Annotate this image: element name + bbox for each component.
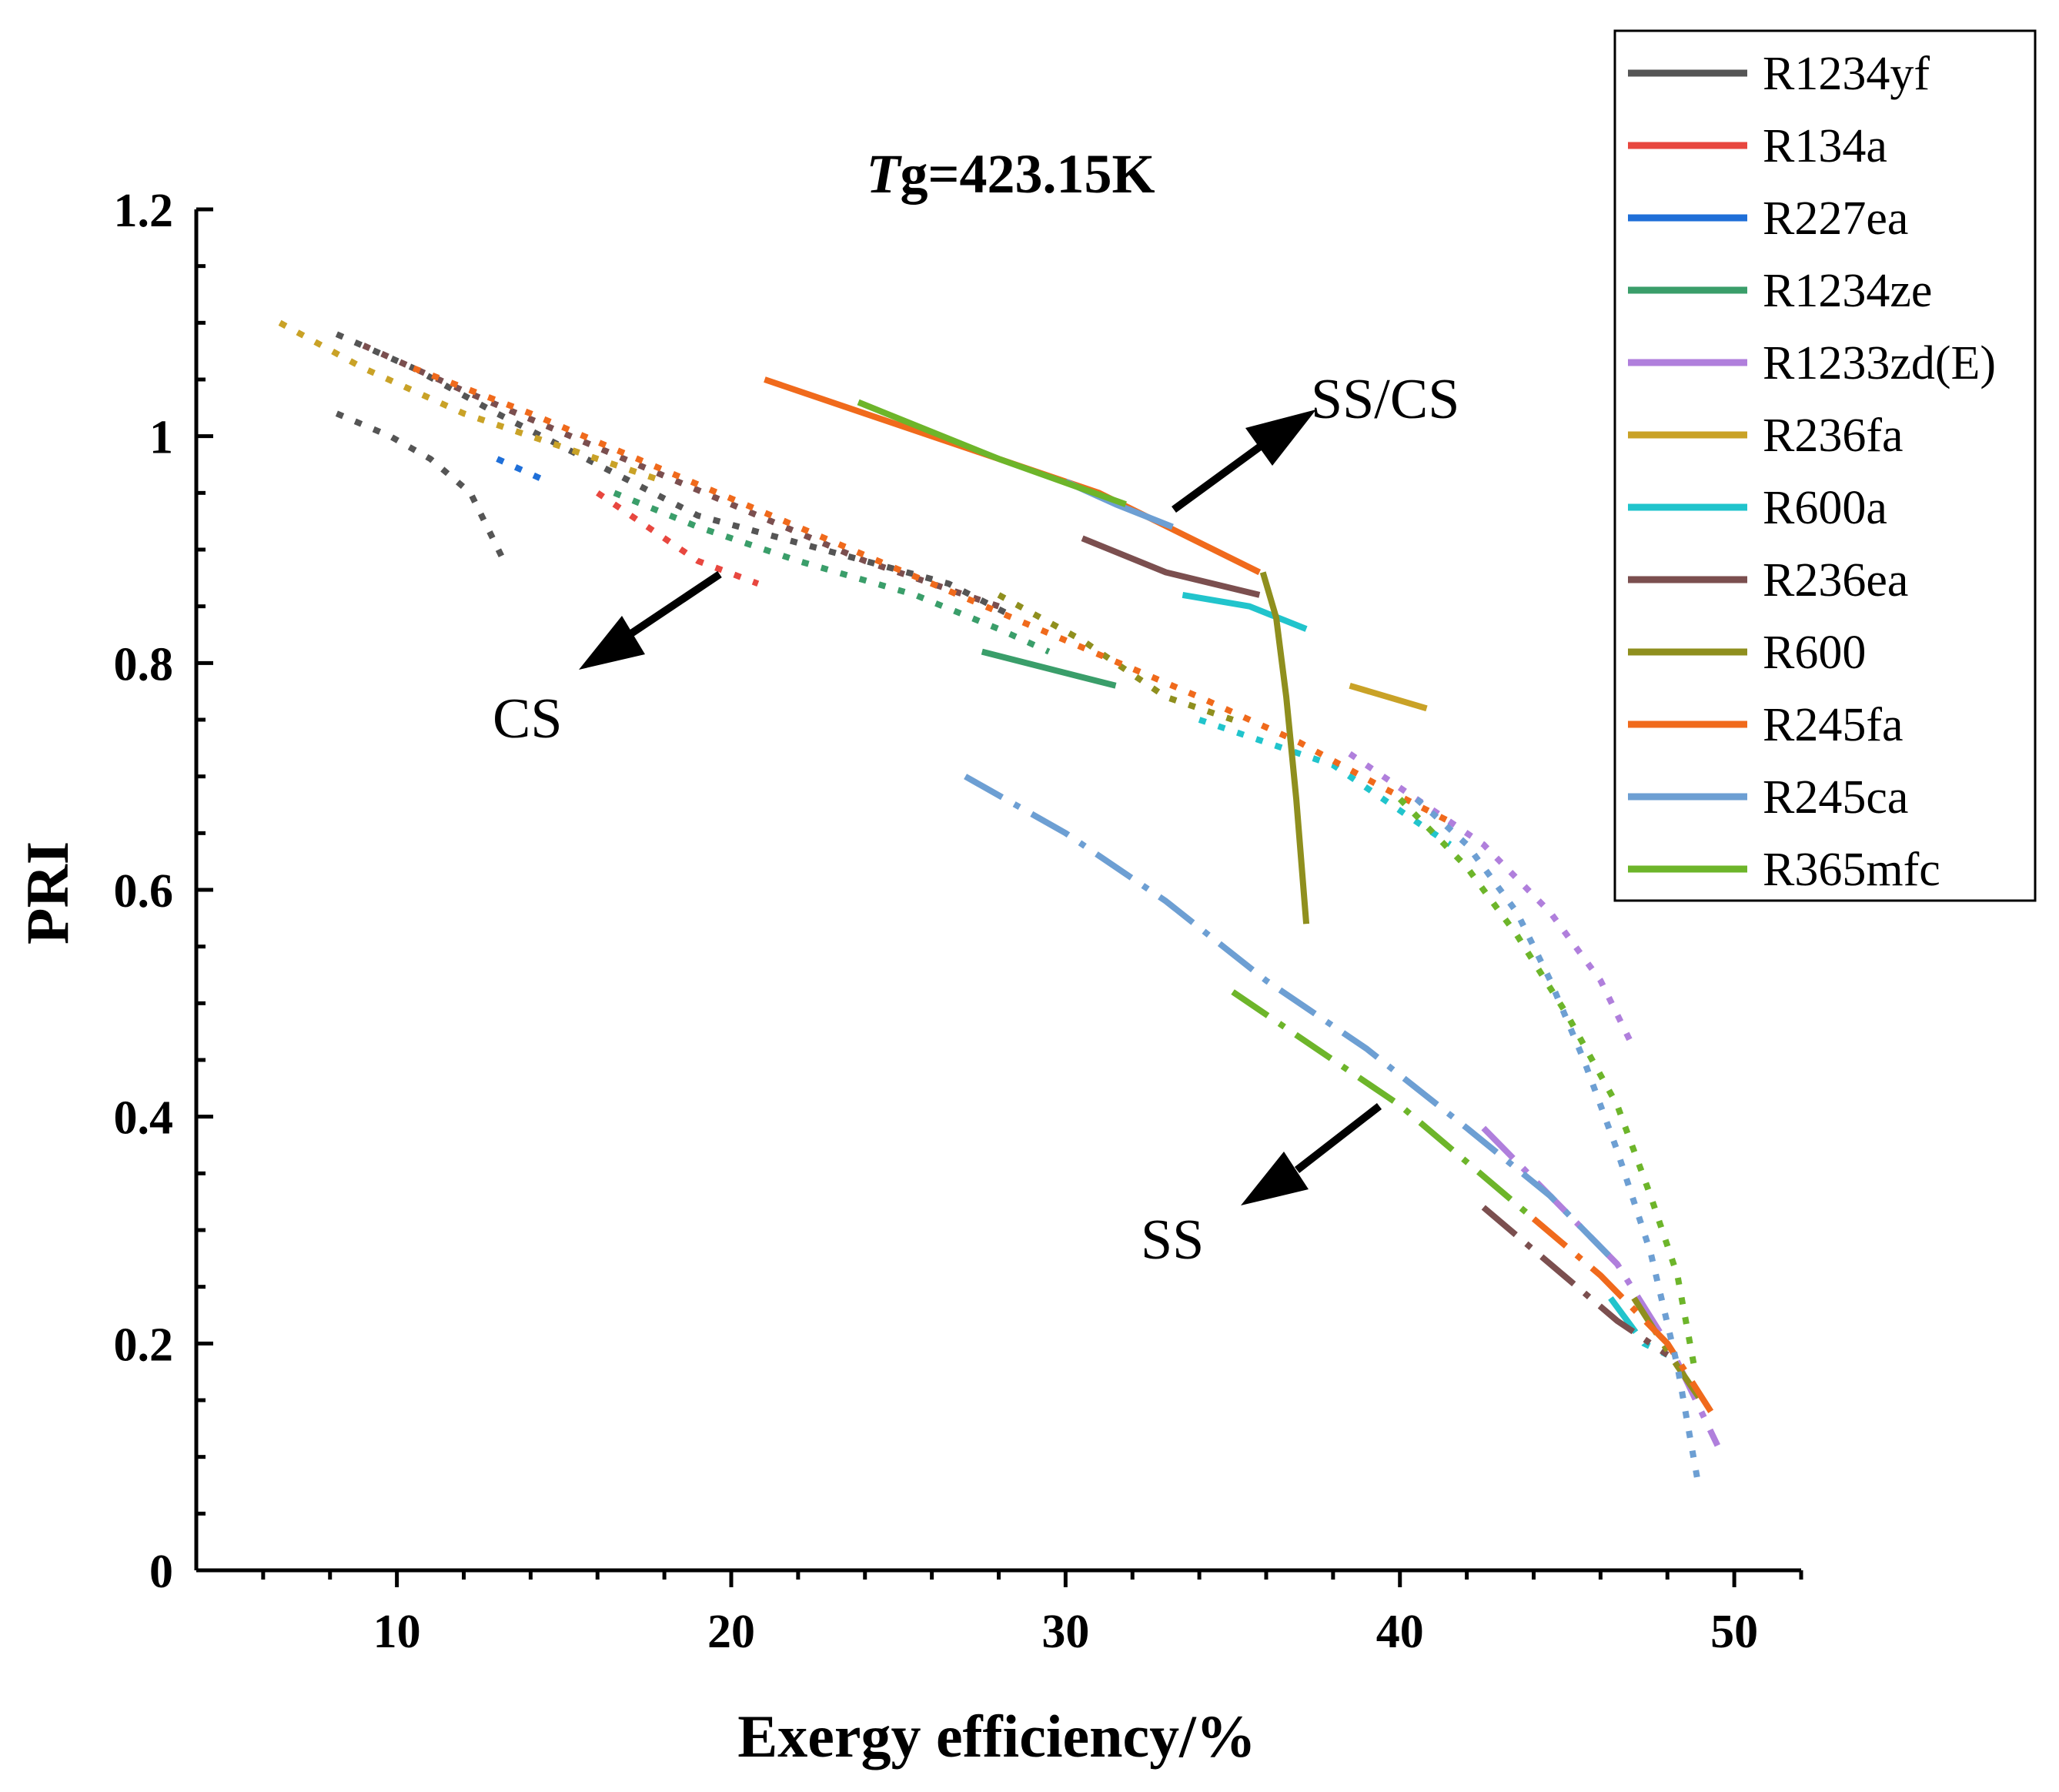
legend-item: R600a — [1628, 482, 1887, 534]
annotation-cs: CS — [493, 687, 563, 751]
legend-item: R600 — [1628, 627, 1866, 679]
legend-label: R227ea — [1763, 192, 1908, 245]
annotations: SS/CS CS SS — [493, 368, 1459, 1272]
x-tick-label: 50 — [1710, 1606, 1758, 1658]
y-tick-labels: 0 0.2 0.4 0.6 0.8 1 1.2 — [114, 185, 174, 1598]
series-line-r600a-dashdot-2 — [1608, 1296, 1670, 1358]
y-tick-label: 0.6 — [114, 865, 174, 918]
series-line-r245fa-dashdot-2 — [1531, 1216, 1714, 1413]
series-r1234yf — [335, 331, 1018, 620]
x-tick-label: 30 — [1041, 1606, 1089, 1658]
y-tick-label: 0.2 — [114, 1319, 174, 1371]
legend-box — [1613, 29, 2037, 902]
series-line-r600a-solid-1 — [1182, 591, 1308, 632]
arrow-cs-head — [579, 616, 645, 670]
chart-title-rest: g=423.15K — [900, 143, 1155, 205]
legend-label: R1233zd(E) — [1763, 337, 1996, 389]
legend-label: R245fa — [1763, 699, 1904, 751]
series-line-r245fa-solid-1 — [764, 376, 1262, 576]
series-line-r236ea-solid-1 — [1081, 535, 1261, 598]
arrow-ss-cs-head — [1245, 410, 1316, 466]
series-r365mfc — [857, 399, 1697, 1367]
legend-item: R1234yf — [1628, 48, 1930, 100]
series-r245fa — [412, 365, 1714, 1413]
series-line-r600-dotted-0 — [997, 592, 1234, 723]
axes — [194, 207, 1803, 1587]
legend-label: R365mfc — [1763, 844, 1940, 896]
annotation-ss: SS — [1141, 1209, 1204, 1272]
series-line-r1234yf-dotted-0 — [335, 331, 1018, 620]
legend-label: R1234yf — [1763, 48, 1930, 100]
legend-item: R236fa — [1628, 410, 1904, 462]
series-line-r236fa-dotted-0 — [278, 319, 666, 485]
series-line-r1233zd-e--dotted-0 — [1348, 751, 1637, 1051]
legend-label: R134a — [1763, 120, 1887, 172]
arrow-ss-shaft — [1294, 1103, 1382, 1173]
series-line-r227ea-dotted-0 — [496, 456, 549, 485]
legend-label: R236ea — [1763, 554, 1908, 607]
legend-label: R245ca — [1763, 771, 1908, 824]
legend-label: R1234ze — [1763, 265, 1932, 317]
y-axis-title: PRI — [14, 841, 81, 944]
chart-title-italic: T — [866, 143, 902, 205]
x-axis-title: Exergy efficiency/% — [737, 1703, 1256, 1770]
legend-label: R600a — [1763, 482, 1887, 534]
legend-label: R236fa — [1763, 410, 1904, 462]
series-line-r245ca-dashdot-2 — [964, 774, 1619, 1267]
legend-item: R134a — [1628, 120, 1887, 172]
series-r600a — [1182, 591, 1670, 1358]
series-line-r365mfc-solid-1 — [857, 399, 1127, 507]
legend-item: R245fa — [1628, 699, 1904, 751]
legend-item: R365mfc — [1628, 844, 1940, 896]
legend: R1234yf R134a R227ea R1234ze R1233zd(E) R236f… — [1613, 29, 2037, 902]
series-r1234ze — [613, 490, 1117, 689]
y-tick-label: 0 — [149, 1546, 173, 1598]
chart-title: Tg=423.15K — [866, 143, 1155, 205]
series-line-r365mfc-dashdot-2 — [1231, 989, 1536, 1222]
annotation-ss-cs: SS/CS — [1311, 368, 1459, 431]
legend-item: R1234ze — [1628, 265, 1932, 317]
x-tick-labels: 10 20 30 40 50 — [373, 1606, 1759, 1658]
arrow-ss-cs-shaft — [1172, 441, 1265, 513]
series-line-r236ea-dashdot-2 — [1481, 1205, 1670, 1358]
series-line-r600-solid-1 — [1259, 571, 1310, 924]
series-r236ea — [362, 343, 1670, 1358]
legend-label: R600 — [1763, 627, 1866, 679]
series-line-r236ea-dotted-0 — [362, 343, 1000, 610]
arrow-ss-head — [1241, 1152, 1309, 1205]
x-tick-label: 40 — [1376, 1606, 1424, 1658]
series-line-r236fa-solid-1 — [1349, 682, 1428, 712]
series-r600 — [997, 571, 1703, 1403]
x-tick-label: 20 — [707, 1606, 755, 1658]
series-r236fa — [278, 319, 1428, 712]
series-line-r365mfc-dotted-0 — [1397, 797, 1697, 1367]
y-tick-label: 1.2 — [114, 185, 174, 237]
y-tick-label: 1 — [149, 412, 173, 464]
legend-item: R245ca — [1628, 771, 1908, 824]
series-r227ea — [496, 456, 549, 485]
legend-item: R1233zd(E) — [1628, 337, 1996, 389]
x-tick-label: 10 — [373, 1606, 421, 1658]
legend-item: R236ea — [1628, 554, 1908, 607]
series-r245ca — [964, 478, 1701, 1480]
series-line-r600a-dotted-0 — [1198, 717, 1452, 848]
arrow-cs-shaft — [629, 570, 722, 637]
plot-lines — [278, 319, 1721, 1480]
y-tick-label: 0.4 — [114, 1092, 174, 1145]
series-line-r1234yf-dotted-1 — [335, 410, 507, 563]
series-line-r1234ze-dotted-0 — [613, 490, 1051, 655]
y-tick-label: 0.8 — [114, 638, 174, 690]
legend-item: R227ea — [1628, 192, 1908, 245]
series-line-r1234ze-solid-1 — [981, 648, 1117, 689]
